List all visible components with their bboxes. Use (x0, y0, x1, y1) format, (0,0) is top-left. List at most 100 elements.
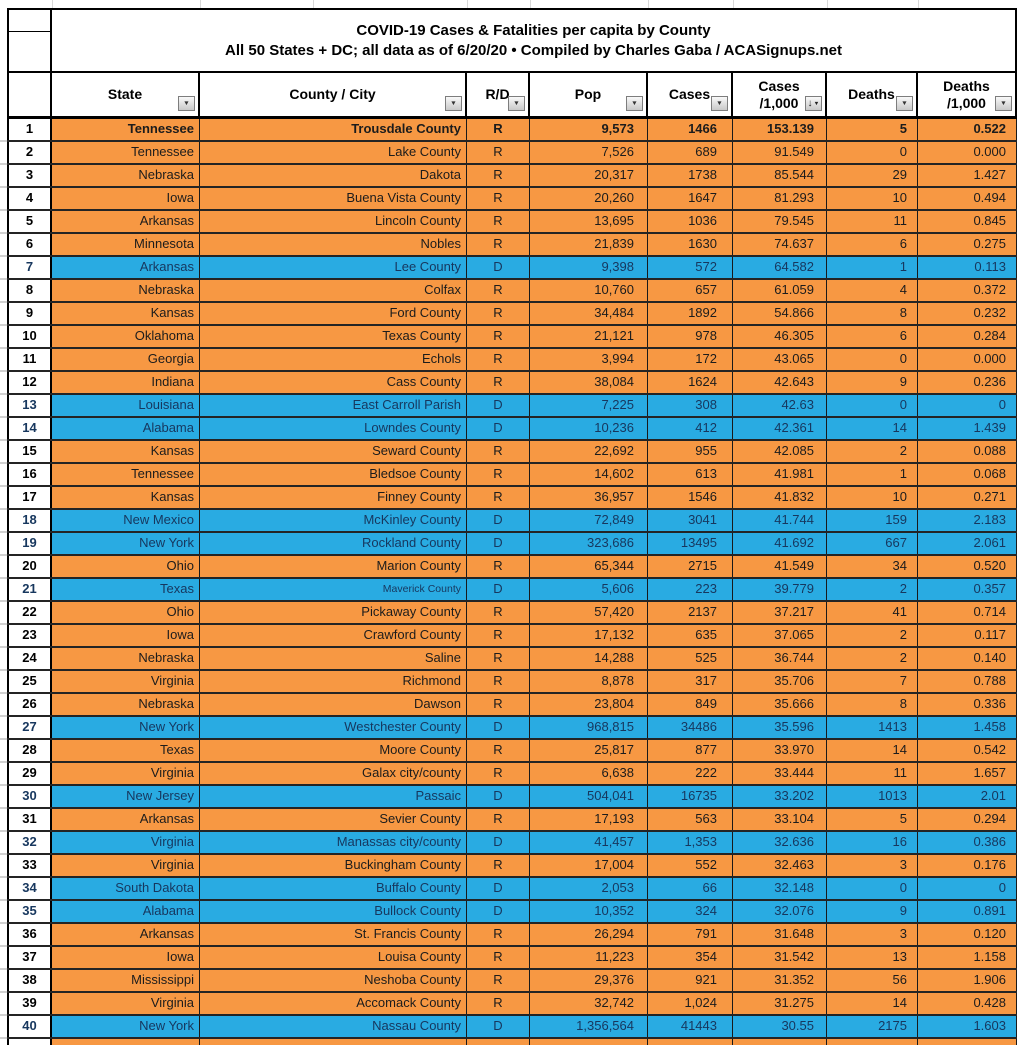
cell-deaths_per_1000[interactable]: 1.657 (918, 763, 1017, 784)
cell-deaths[interactable]: 5 (827, 809, 918, 830)
row-number[interactable]: 36 (7, 924, 52, 945)
row-number[interactable]: 13 (7, 395, 52, 416)
cell-rd[interactable]: D (467, 878, 530, 899)
cell-pop[interactable]: 968,815 (530, 717, 648, 738)
cell-rd[interactable]: R (467, 234, 530, 255)
cell-deaths_per_1000[interactable]: 0.000 (918, 142, 1017, 163)
row-number[interactable]: 17 (7, 487, 52, 508)
cell-county[interactable]: St. Francis County (200, 924, 467, 945)
cell-deaths[interactable]: 34 (827, 556, 918, 577)
cell-rd[interactable]: R (467, 648, 530, 669)
cell-deaths_per_1000[interactable]: 0.120 (918, 924, 1017, 945)
cell-deaths_per_1000[interactable]: 0.714 (918, 602, 1017, 623)
cell-rd[interactable]: R (467, 924, 530, 945)
cell-state[interactable]: Arkansas (52, 924, 200, 945)
cell-county[interactable]: Buena Vista County (200, 188, 467, 209)
cell-deaths_per_1000[interactable]: 0.372 (918, 280, 1017, 301)
cell-county[interactable]: Bullock County (200, 901, 467, 922)
cell-county[interactable]: Dakota (200, 165, 467, 186)
cell-deaths[interactable]: 4 (827, 280, 918, 301)
cell-cases[interactable]: 2137 (648, 602, 733, 623)
cell-deaths[interactable]: 6 (827, 234, 918, 255)
cell-county[interactable]: Westchester County (200, 717, 467, 738)
cell-deaths[interactable]: 0 (827, 349, 918, 370)
cell-rd[interactable]: R (467, 464, 530, 485)
pop-filter-icon[interactable]: ▼ (626, 96, 643, 111)
cell-cases[interactable]: 572 (648, 257, 733, 278)
cell-deaths[interactable]: 11 (827, 211, 918, 232)
cell-deaths_per_1000[interactable]: 2.061 (918, 533, 1017, 554)
cell-cases_per_1000[interactable]: 79.545 (733, 211, 827, 232)
cell-county[interactable]: Nassau County (200, 1016, 467, 1037)
cell-state[interactable]: New York (52, 717, 200, 738)
cell-rd[interactable]: R (467, 855, 530, 876)
cell-pop[interactable]: 9,573 (530, 119, 648, 140)
row-number[interactable]: 19 (7, 533, 52, 554)
cell-county[interactable]: Buffalo County (200, 878, 467, 899)
cell-deaths[interactable]: 13 (827, 947, 918, 968)
cell-state[interactable]: New Mexico (52, 510, 200, 531)
cell-deaths[interactable]: 8 (827, 303, 918, 324)
cell-cases[interactable]: 635 (648, 625, 733, 646)
cell-cases_per_1000[interactable]: 32.463 (733, 855, 827, 876)
cell-cases[interactable] (648, 1039, 733, 1045)
cell-deaths[interactable]: 14 (827, 740, 918, 761)
cell-rd[interactable]: R (467, 142, 530, 163)
cell-rd[interactable]: D (467, 395, 530, 416)
cell-deaths_per_1000[interactable]: 1.603 (918, 1016, 1017, 1037)
cell-pop[interactable]: 20,317 (530, 165, 648, 186)
cell-deaths_per_1000[interactable]: 0 (918, 878, 1017, 899)
cell-cases_per_1000[interactable]: 42.643 (733, 372, 827, 393)
cell-state[interactable]: Tennessee (52, 119, 200, 140)
cell-cases[interactable]: 354 (648, 947, 733, 968)
row-number[interactable]: 5 (7, 211, 52, 232)
column-header-rd[interactable]: R/D ▼ (467, 73, 530, 119)
row-number[interactable]: 29 (7, 763, 52, 784)
column-header-cases_per_1000[interactable]: Cases/1,000 ↓ ▼ (733, 73, 827, 119)
cell-deaths_per_1000[interactable]: 0.271 (918, 487, 1017, 508)
cell-deaths[interactable]: 41 (827, 602, 918, 623)
cell-pop[interactable]: 20,260 (530, 188, 648, 209)
cell-state[interactable]: Iowa (52, 188, 200, 209)
cell-cases[interactable]: 308 (648, 395, 733, 416)
cell-pop[interactable]: 9,398 (530, 257, 648, 278)
cell-rd[interactable]: R (467, 694, 530, 715)
row-number[interactable]: 24 (7, 648, 52, 669)
cell-deaths_per_1000[interactable]: 1.458 (918, 717, 1017, 738)
cell-deaths[interactable]: 0 (827, 142, 918, 163)
cell-deaths[interactable]: 2 (827, 441, 918, 462)
row-number[interactable]: 14 (7, 418, 52, 439)
cell-rd[interactable]: R (467, 188, 530, 209)
cell-deaths_per_1000[interactable]: 1.158 (918, 947, 1017, 968)
row-number[interactable]: 31 (7, 809, 52, 830)
column-header-county[interactable]: County / City ▼ (200, 73, 467, 119)
row-number[interactable]: 16 (7, 464, 52, 485)
cell-cases_per_1000[interactable]: 61.059 (733, 280, 827, 301)
cell-cases[interactable]: 1036 (648, 211, 733, 232)
cell-pop[interactable]: 11,223 (530, 947, 648, 968)
cell-state[interactable]: Georgia (52, 349, 200, 370)
cell-deaths_per_1000[interactable]: 0.236 (918, 372, 1017, 393)
cases_per_1000-filter-sorted-icon[interactable]: ↓ ▼ (805, 96, 822, 111)
cell-cases[interactable]: 172 (648, 349, 733, 370)
cell-deaths[interactable]: 0 (827, 878, 918, 899)
cell-cases[interactable]: 1466 (648, 119, 733, 140)
cell-county[interactable]: Accomack County (200, 993, 467, 1014)
row-number[interactable]: 11 (7, 349, 52, 370)
cell-state[interactable]: Kansas (52, 487, 200, 508)
cell-county[interactable]: Rockland County (200, 533, 467, 554)
cell-state[interactable]: Alabama (52, 901, 200, 922)
cell-state[interactable] (52, 1039, 200, 1045)
cell-pop[interactable]: 6,638 (530, 763, 648, 784)
cell-deaths[interactable]: 3 (827, 924, 918, 945)
cell-deaths[interactable]: 9 (827, 901, 918, 922)
cell-cases[interactable]: 657 (648, 280, 733, 301)
cell-cases[interactable]: 1546 (648, 487, 733, 508)
cell-pop[interactable]: 8,878 (530, 671, 648, 692)
cell-rd[interactable]: R (467, 326, 530, 347)
cell-county[interactable]: Colfax (200, 280, 467, 301)
cell-rd[interactable]: R (467, 119, 530, 140)
cell-state[interactable]: Kansas (52, 303, 200, 324)
cell-pop[interactable]: 17,132 (530, 625, 648, 646)
cell-cases_per_1000[interactable]: 31.352 (733, 970, 827, 991)
